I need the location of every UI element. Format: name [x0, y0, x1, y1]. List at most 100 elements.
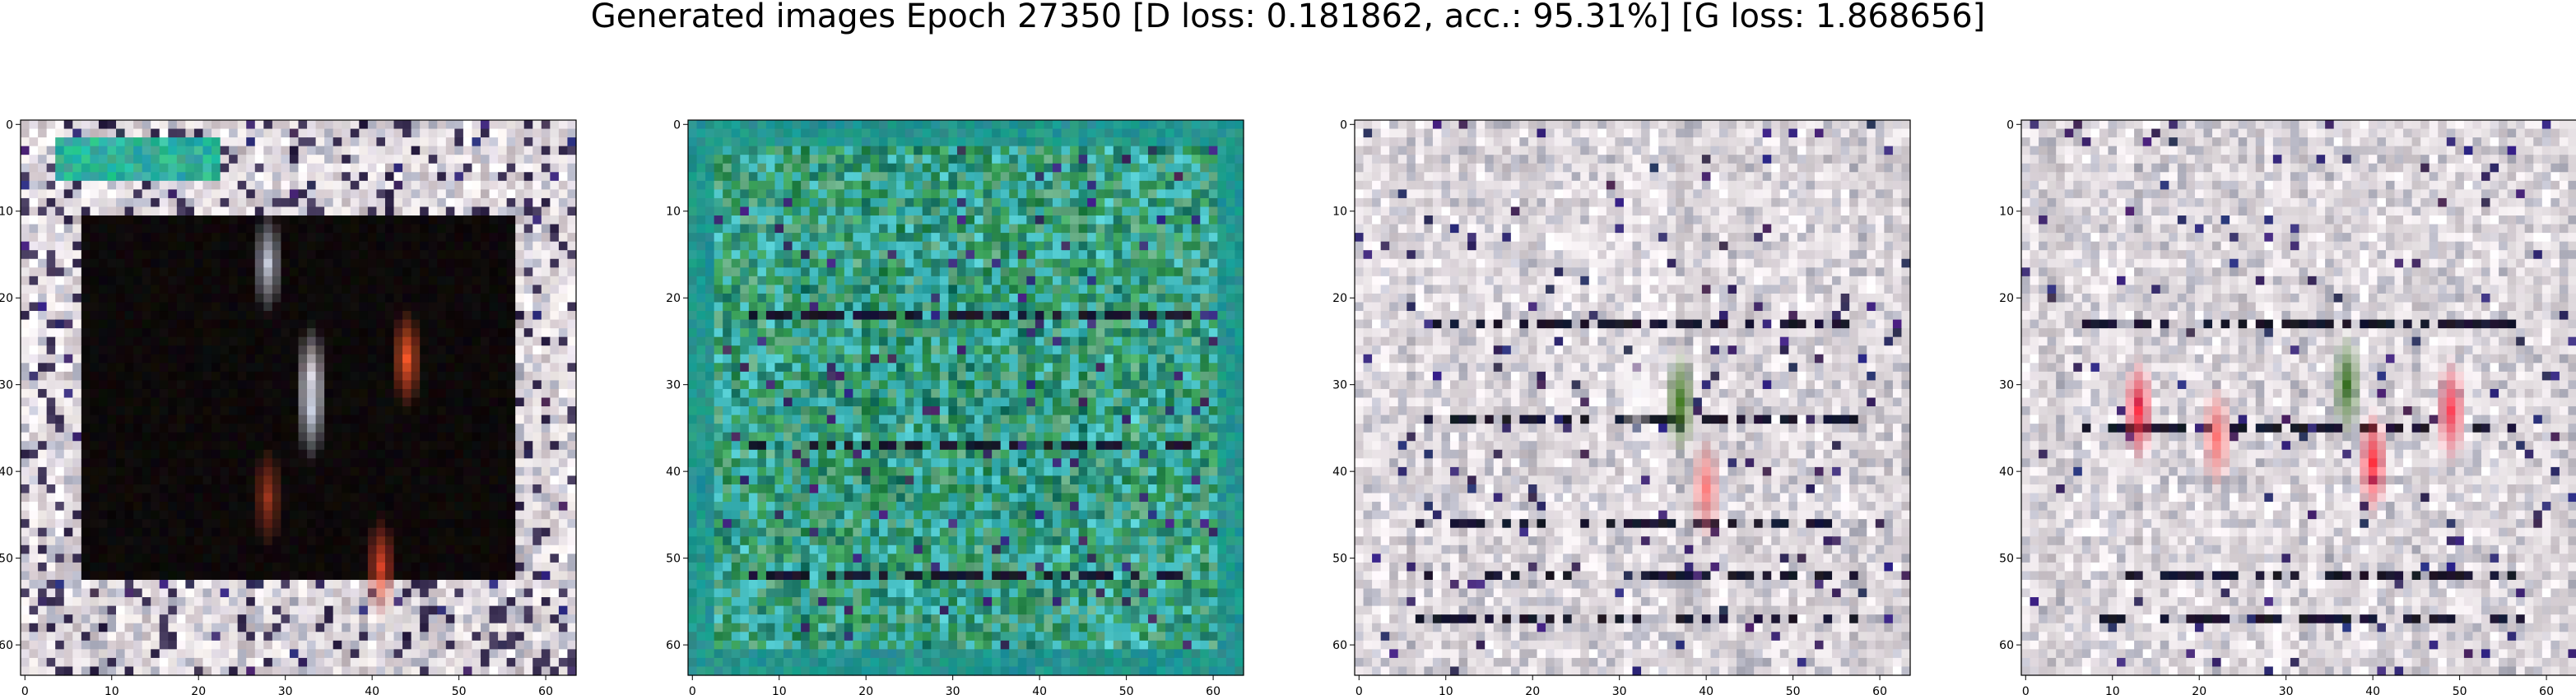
image-pixel	[185, 137, 195, 147]
image-pixel	[81, 206, 91, 216]
image-pixel	[498, 328, 508, 338]
image-pixel	[289, 415, 300, 424]
image-pixel	[428, 233, 438, 243]
image-pixel	[393, 163, 403, 173]
image-pixel	[472, 388, 481, 399]
image-pixel	[168, 267, 178, 277]
image-pixel	[1026, 155, 1036, 164]
image-pixel	[550, 206, 560, 216]
image-pixel	[220, 293, 230, 303]
image-pixel	[168, 206, 178, 216]
image-pixel	[402, 432, 412, 442]
image-pixel	[826, 137, 836, 147]
image-pixel	[463, 388, 473, 399]
image-pixel	[21, 137, 30, 147]
image-pixel	[298, 484, 308, 494]
x-tick-label: 40	[365, 685, 379, 695]
image-pixel	[1200, 128, 1210, 138]
image-pixel	[350, 215, 360, 225]
image-pixel	[472, 484, 481, 494]
image-pixel	[844, 120, 853, 130]
image-pixel	[159, 258, 169, 268]
image-pixel	[298, 311, 308, 321]
image-pixel	[1130, 146, 1141, 155]
image-pixel	[281, 614, 291, 624]
image-pixel	[202, 657, 212, 668]
image-pixel	[792, 189, 802, 199]
image-pixel	[254, 189, 264, 199]
image-pixel	[350, 241, 360, 251]
image-pixel	[220, 172, 230, 182]
image-pixel	[289, 224, 300, 234]
image-pixel	[463, 562, 473, 572]
image-pixel	[324, 224, 334, 234]
image-pixel	[202, 458, 212, 468]
image-pixel	[1122, 120, 1132, 130]
image-pixel	[437, 197, 447, 208]
image-pixel	[298, 189, 308, 199]
image-pixel	[124, 336, 134, 346]
image-pixel	[246, 632, 256, 642]
image-pixel	[714, 146, 723, 155]
image-pixel	[454, 484, 464, 494]
image-pixel	[159, 224, 169, 234]
image-pixel	[202, 354, 212, 364]
image-pixel	[246, 206, 256, 216]
image-pixel	[281, 328, 291, 338]
image-pixel	[237, 293, 247, 303]
image-pixel	[29, 666, 39, 676]
image-pixel	[29, 536, 39, 546]
image-pixel	[523, 180, 533, 190]
image-pixel	[498, 267, 508, 277]
image-pixel	[254, 432, 264, 442]
image-pixel	[420, 502, 430, 512]
image-pixel	[289, 623, 300, 632]
image-pixel	[151, 666, 160, 676]
image-pixel	[98, 206, 109, 216]
image-pixel	[29, 137, 39, 147]
image-pixel	[81, 189, 91, 199]
image-pixel	[489, 510, 499, 520]
image-pixel	[1225, 155, 1236, 164]
image-pixel	[193, 432, 204, 442]
image-pixel	[567, 432, 577, 442]
image-pixel	[332, 657, 342, 668]
image-pixel	[38, 432, 48, 442]
image-pixel	[98, 137, 109, 147]
image-pixel	[185, 510, 195, 520]
image-pixel	[498, 371, 508, 382]
image-pixel	[567, 536, 577, 546]
image-pixel	[550, 137, 560, 147]
image-pixel	[263, 605, 273, 615]
image-pixel	[480, 137, 491, 147]
image-pixel	[193, 163, 204, 173]
image-pixel	[46, 623, 56, 632]
image-pixel	[116, 544, 126, 554]
image-pixel	[532, 302, 542, 312]
image-pixel	[445, 657, 455, 668]
image-pixel	[498, 197, 508, 208]
image-pixel	[480, 544, 491, 554]
image-pixel	[38, 406, 48, 416]
image-pixel	[307, 449, 317, 459]
image-pixel	[298, 666, 308, 676]
image-pixel	[437, 363, 447, 373]
image-pixel	[63, 649, 73, 659]
image-pixel	[46, 397, 56, 407]
image-pixel	[523, 597, 533, 607]
image-pixel	[472, 172, 481, 182]
image-pixel	[21, 172, 30, 182]
image-pixel	[72, 475, 82, 485]
image-pixel	[489, 180, 499, 190]
image-pixel	[437, 215, 447, 225]
image-pixel	[1191, 146, 1201, 155]
image-pixel	[342, 206, 351, 216]
image-pixel	[1165, 172, 1175, 182]
image-pixel	[844, 146, 853, 155]
image-pixel	[472, 449, 481, 459]
image-pixel	[714, 128, 723, 138]
image-pixel	[133, 180, 143, 190]
image-pixel	[879, 137, 889, 147]
image-pixel	[124, 510, 134, 520]
image-pixel	[254, 336, 264, 346]
